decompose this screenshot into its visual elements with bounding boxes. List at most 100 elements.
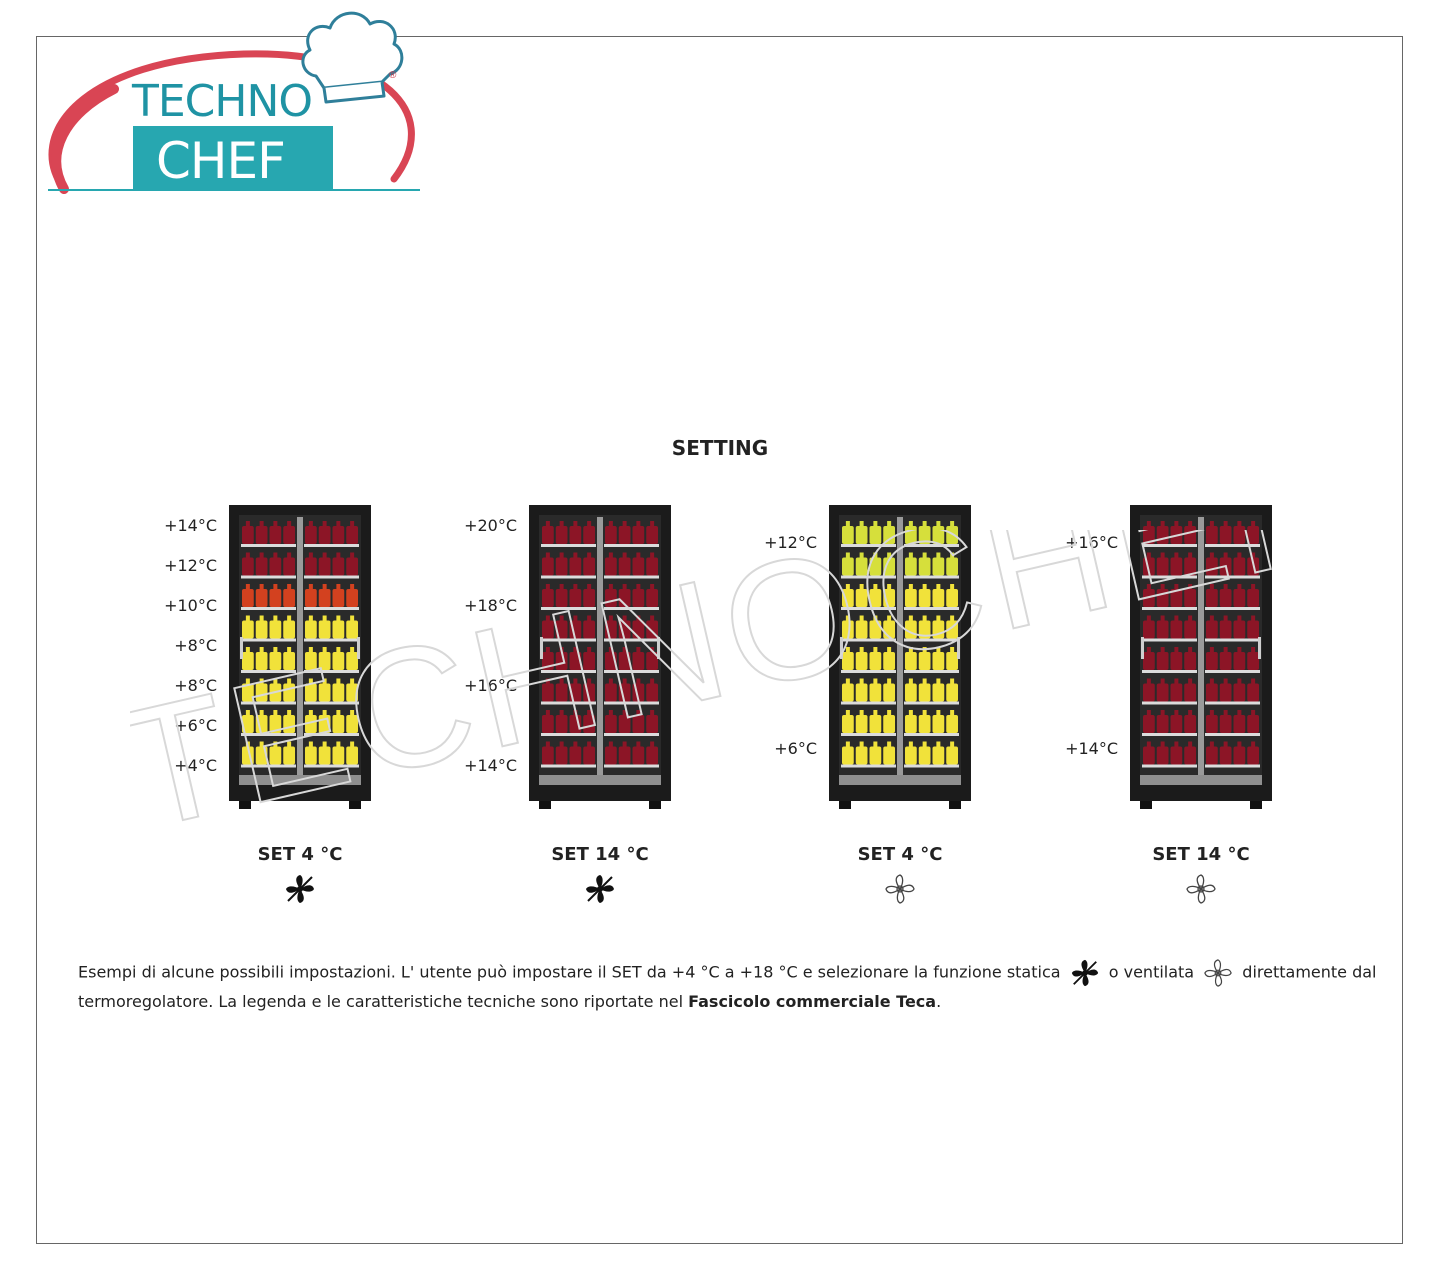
bottle-neck (908, 584, 913, 590)
bottle-neck (573, 615, 578, 622)
bottle (632, 557, 645, 576)
bottle-neck (1146, 552, 1151, 559)
temperature-label: +8°C (174, 676, 217, 695)
bottle-neck (1174, 552, 1179, 559)
bottle (555, 746, 568, 765)
bottle-neck (245, 552, 250, 559)
bottle (242, 557, 254, 576)
bottle-neck (922, 584, 927, 590)
fan-static-icon (284, 873, 316, 905)
bottle (842, 652, 854, 670)
bottle-neck (545, 615, 550, 622)
bottle-neck (936, 741, 941, 748)
bottle-neck (873, 552, 878, 559)
bottle-neck (287, 521, 292, 527)
bottle (346, 746, 358, 765)
bottle (618, 683, 631, 702)
fridge-4 (1130, 505, 1272, 809)
bottle-neck (922, 741, 927, 748)
bottle-neck (936, 647, 941, 653)
bottle-neck (922, 521, 927, 527)
bottle-neck (559, 647, 564, 653)
bottle (918, 620, 931, 639)
bottle (569, 683, 582, 702)
shelf-rail (904, 670, 959, 673)
bottle-neck (245, 647, 250, 653)
bottle (555, 526, 568, 544)
shelf-rail (604, 670, 659, 673)
shelf-rail (1142, 638, 1197, 642)
bottle-neck (287, 710, 292, 716)
bottle-neck (873, 710, 878, 716)
bottle-neck (1209, 615, 1214, 622)
bottle (1170, 715, 1183, 733)
bottle-neck (259, 741, 264, 748)
bottle-neck (350, 710, 355, 716)
bottle (605, 589, 617, 607)
bottle-neck (573, 710, 578, 716)
bottle-neck (622, 615, 627, 622)
bottle (1219, 589, 1232, 607)
bottle (932, 557, 945, 576)
bottle (332, 620, 345, 639)
bottle-neck (845, 615, 850, 622)
bottle-neck (922, 678, 927, 685)
bottle-neck (608, 552, 613, 559)
bottle-neck (1223, 741, 1228, 748)
bottle-neck (887, 647, 892, 653)
bottle-neck (1160, 584, 1165, 590)
bottle (1156, 652, 1169, 670)
bottle-neck (845, 584, 850, 590)
bottle-neck (1251, 584, 1256, 590)
bottle (855, 526, 868, 544)
bottle (883, 652, 895, 670)
bottle-neck (273, 552, 278, 559)
bottle (842, 526, 854, 544)
fridge-3 (829, 505, 971, 809)
bottle-neck (287, 741, 292, 748)
bottle-neck (636, 741, 641, 748)
bottle-neck (1237, 710, 1242, 716)
bottle (632, 620, 645, 639)
bottle-neck (559, 615, 564, 622)
temperature-label: +16°C (464, 676, 517, 695)
description-part2: o ventilata (1108, 962, 1195, 982)
bottle-neck (1237, 615, 1242, 622)
bottle-neck (936, 521, 941, 527)
bottle (618, 652, 631, 670)
shelf-rail (304, 701, 359, 705)
bottle-neck (573, 647, 578, 653)
bottle (305, 620, 317, 639)
bottle (855, 746, 868, 765)
bottle-neck (1251, 521, 1256, 527)
bottle (1206, 652, 1218, 670)
bottle (318, 557, 331, 576)
bottle-neck (559, 678, 564, 685)
bottle-neck (1251, 552, 1256, 559)
bottle-neck (587, 741, 592, 748)
shelf-rail (1205, 670, 1260, 673)
bottle-neck (573, 678, 578, 685)
shelf-rail (1205, 607, 1260, 610)
bottle (318, 715, 331, 733)
bottle-neck (587, 678, 592, 685)
bottle (946, 589, 958, 607)
bottle-neck (273, 615, 278, 622)
door-divider (597, 517, 603, 777)
bottle-neck (650, 521, 655, 527)
shelf-rail (1205, 764, 1260, 768)
bottle-neck (559, 552, 564, 559)
bottle-neck (936, 552, 941, 559)
bottle (1184, 746, 1196, 765)
bottle (332, 683, 345, 702)
bottle-neck (873, 521, 878, 527)
bottle (918, 557, 931, 576)
shelf-rail (241, 575, 296, 579)
bottle-neck (873, 647, 878, 653)
shelf-rail (541, 733, 596, 736)
bottle-neck (336, 584, 341, 590)
bottle (632, 683, 645, 702)
bottle (883, 620, 895, 639)
bottle-neck (245, 521, 250, 527)
bottle-neck (308, 552, 313, 559)
